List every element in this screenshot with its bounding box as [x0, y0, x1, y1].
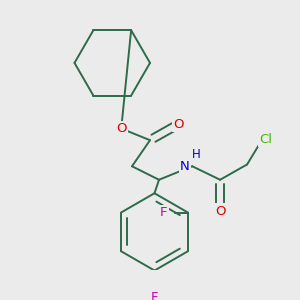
Text: O: O	[173, 118, 184, 130]
Text: Cl: Cl	[260, 133, 272, 146]
Text: O: O	[215, 205, 225, 218]
Text: O: O	[116, 122, 127, 135]
Text: F: F	[160, 206, 167, 219]
Text: N: N	[180, 160, 190, 173]
Text: H: H	[192, 148, 201, 161]
Text: F: F	[151, 291, 158, 300]
